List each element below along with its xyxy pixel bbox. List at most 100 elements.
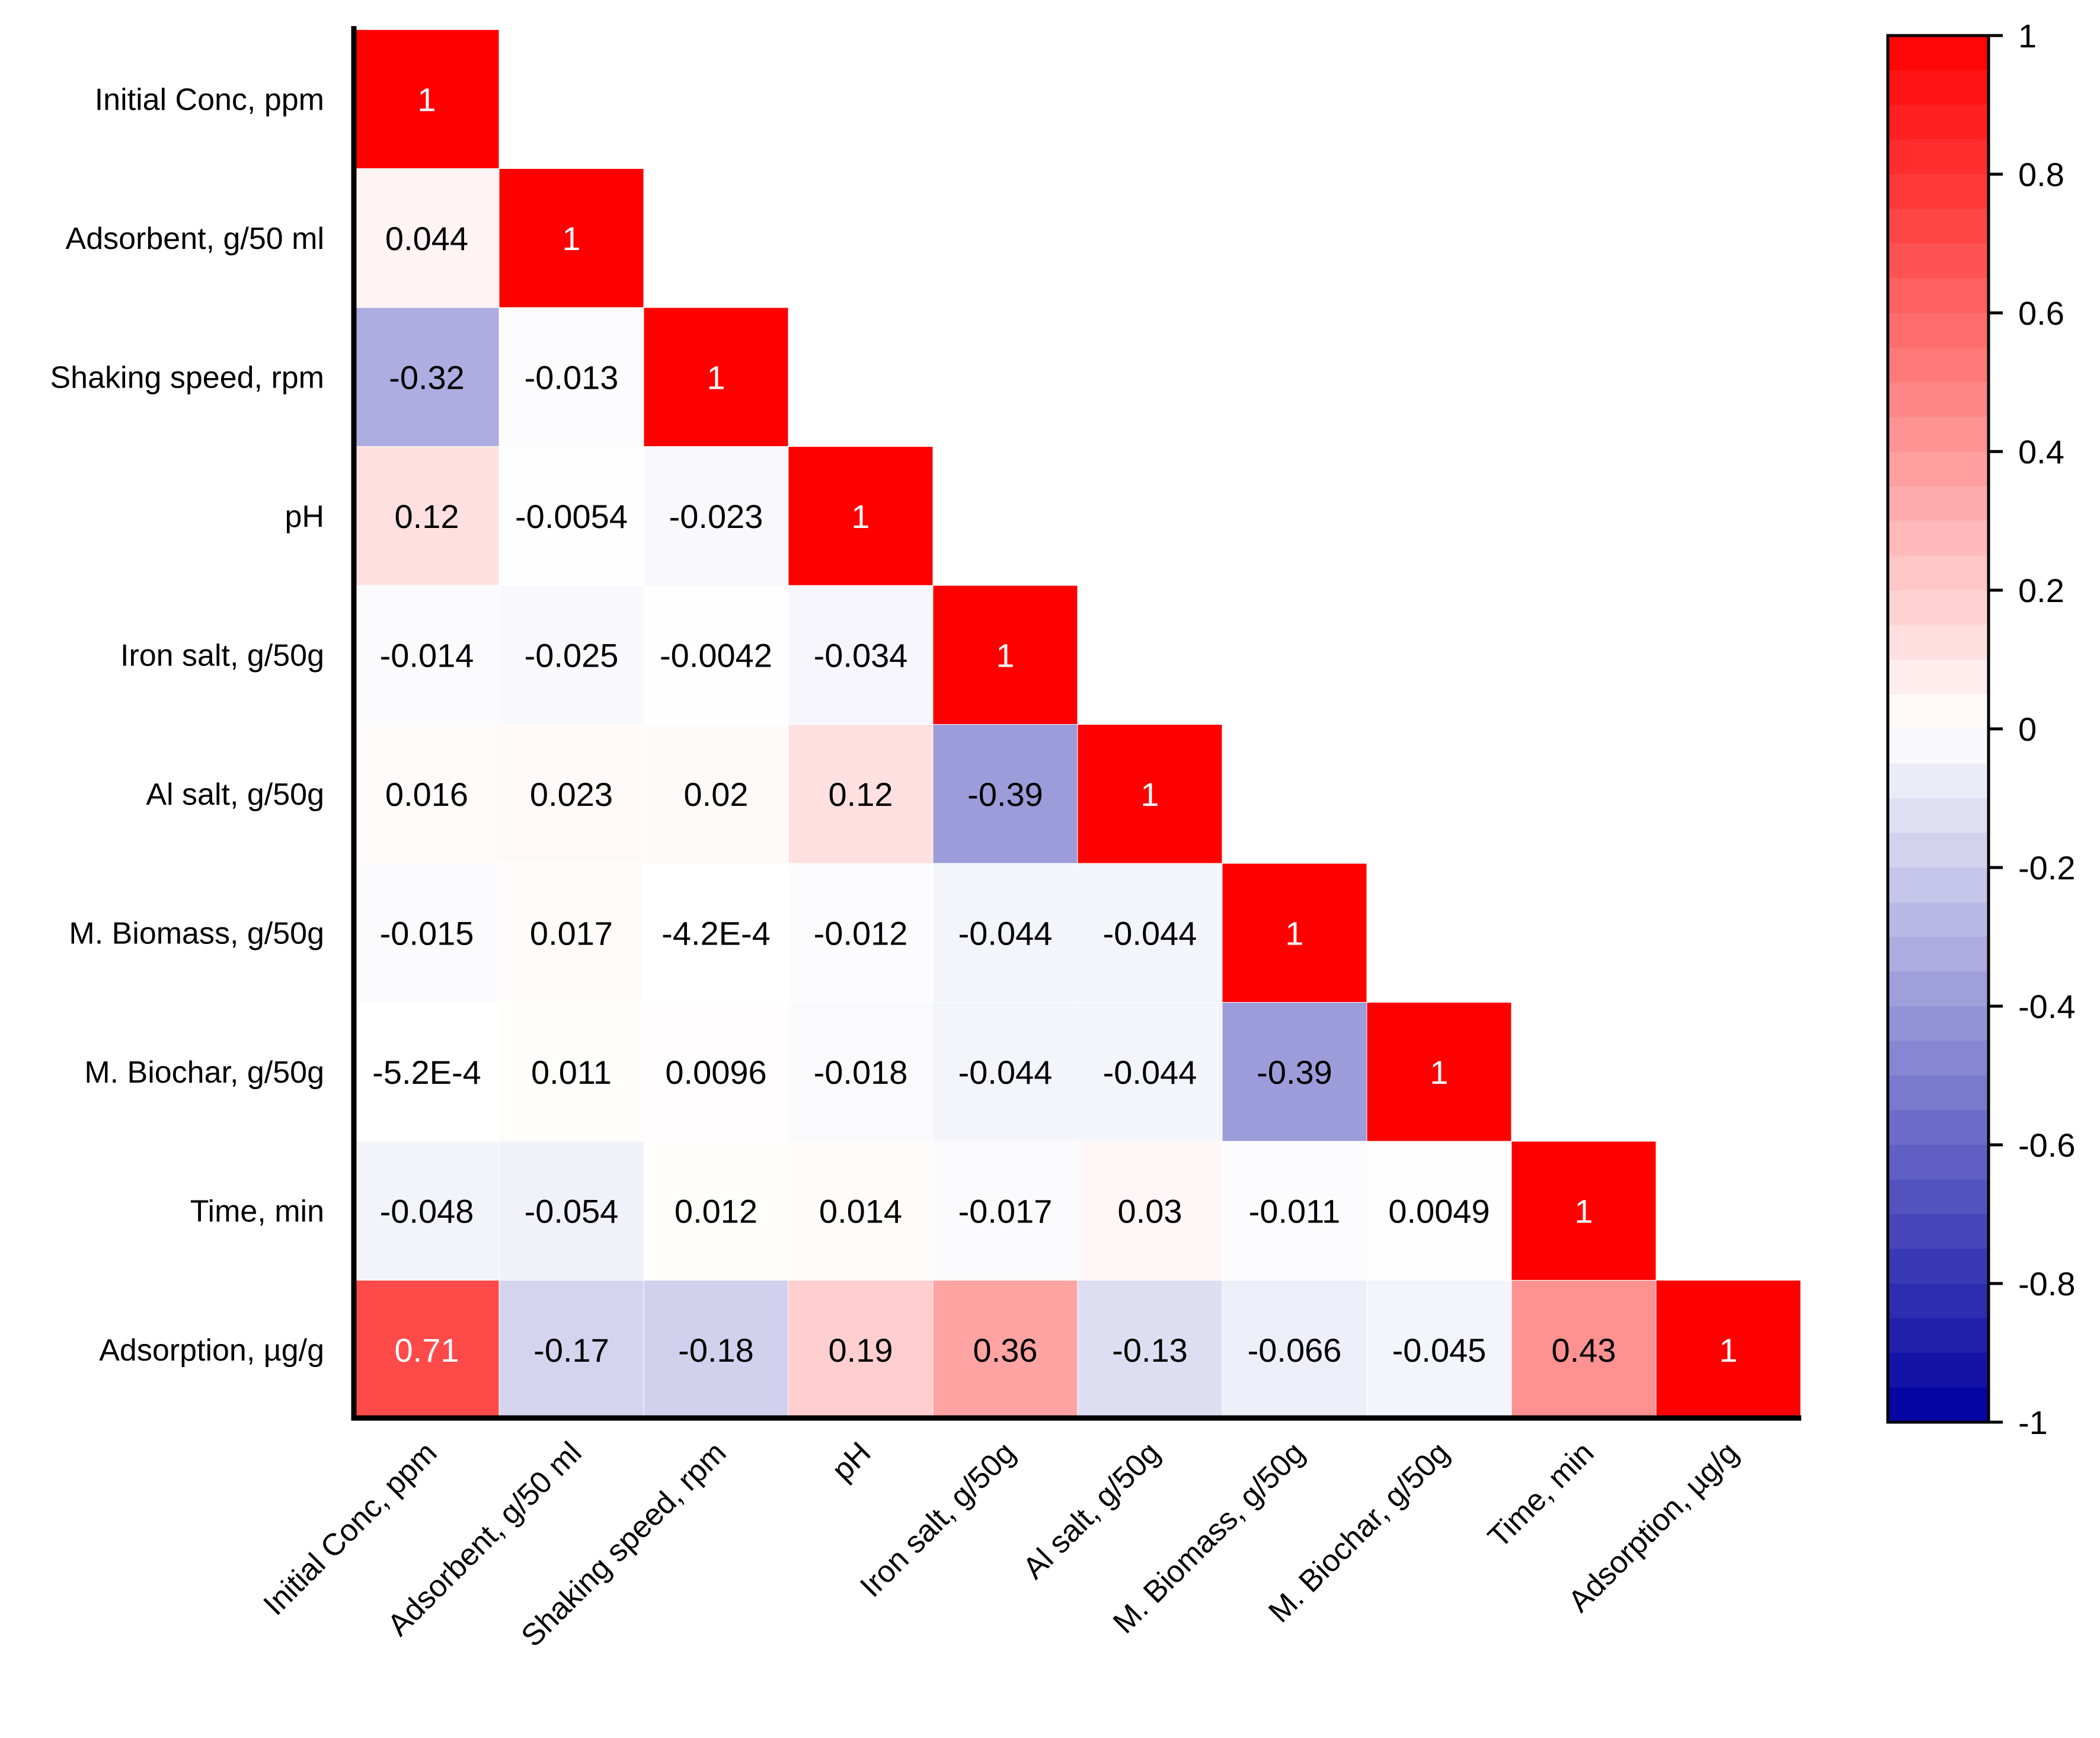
colorbar-ticks: 1 0.8 0.6 0.4 0.2 0 -0.2 -0.4 -0.6 -0.8 -1	[1989, 17, 2076, 1441]
colorbar-gradient	[1888, 36, 1989, 1423]
cell-value-label: 1	[1285, 914, 1303, 952]
heatmap-cell	[1655, 1280, 1801, 1420]
colorbar-band	[1888, 833, 1989, 868]
cell-value-label: -0.066	[1248, 1331, 1342, 1369]
colorbar-band	[1888, 902, 1989, 937]
colorbar-band	[1888, 382, 1989, 418]
cell-value-label: -0.044	[958, 914, 1053, 952]
colorbar-tick-label: -0.6	[2018, 1126, 2076, 1164]
heatmap-cell	[788, 585, 934, 725]
cell-value-label: -0.044	[1103, 914, 1197, 952]
y-axis-label: pH	[285, 500, 324, 534]
heatmap-cell	[788, 446, 934, 586]
x-axis-label: pH	[825, 1435, 877, 1487]
cell-value-label: 1	[707, 359, 725, 396]
cell-value-label: -0.044	[1103, 1054, 1197, 1091]
heatmap-cell	[354, 863, 500, 1003]
y-axis-label: Time, min	[190, 1194, 324, 1228]
cell-value-label: -0.023	[669, 498, 763, 535]
cell-value-label: 1	[1719, 1331, 1737, 1369]
heatmap-cell	[498, 307, 644, 447]
colorbar-band	[1888, 417, 1989, 452]
colorbar-tick-label: 0	[2018, 710, 2037, 748]
heatmap-cell	[788, 724, 934, 864]
cell-value-label: -0.025	[525, 636, 619, 674]
cell-value-label: 0.012	[675, 1192, 757, 1230]
colorbar-band	[1888, 625, 1989, 660]
heatmap-cell	[498, 1141, 644, 1281]
colorbar-band	[1888, 971, 1989, 1007]
heatmap-axes	[351, 26, 1801, 1421]
heatmap-cell	[788, 1280, 934, 1420]
cell-value-label: -0.017	[958, 1192, 1053, 1230]
heatmap-cell	[354, 1141, 500, 1281]
cell-value-label: 1	[1140, 776, 1159, 813]
heatmap-cell	[1511, 1280, 1657, 1420]
cell-value-label: -0.054	[525, 1192, 619, 1230]
heatmap-cell	[643, 724, 789, 864]
cell-value-label: 0.19	[829, 1331, 893, 1369]
colorbar-band	[1888, 1006, 1989, 1042]
heatmap-cell	[1077, 724, 1223, 864]
heatmap-cell	[932, 585, 1078, 725]
cell-value-label: 0.43	[1552, 1331, 1616, 1369]
colorbar-band	[1888, 660, 1989, 695]
cell-value-label: -0.048	[380, 1192, 474, 1230]
cell-value-label: -4.2E-4	[661, 914, 771, 952]
heatmap-cell	[643, 1280, 789, 1420]
colorbar-band	[1888, 209, 1989, 244]
colorbar-band	[1888, 486, 1989, 521]
colorbar-band	[1888, 521, 1989, 556]
heatmap-cell	[1077, 1002, 1223, 1142]
colorbar-band	[1888, 763, 1989, 799]
cell-value-label: -0.18	[678, 1331, 754, 1369]
cell-value-label: -0.044	[958, 1054, 1053, 1091]
heatmap-cell	[1077, 1280, 1223, 1420]
heatmap-cell	[354, 1280, 500, 1420]
heatmap-cell	[788, 1141, 934, 1281]
colorbar-band	[1888, 36, 1989, 71]
heatmap-cell	[932, 863, 1078, 1003]
colorbar-band	[1888, 139, 1989, 175]
colorbar-band	[1888, 70, 1989, 105]
heatmap-cell	[354, 1002, 500, 1142]
cell-value-label: 1	[562, 220, 580, 257]
heatmap-cell	[788, 863, 934, 1003]
cell-value-label: 0.12	[829, 776, 893, 813]
colorbar-band	[1888, 937, 1989, 972]
cell-value-label: -0.17	[533, 1331, 609, 1369]
colorbar-band	[1888, 729, 1989, 764]
y-axis-label: Shaking speed, rpm	[50, 360, 325, 395]
heatmap-cell	[498, 724, 644, 864]
cell-value-label: -0.0054	[515, 498, 628, 535]
cell-value-label: -0.034	[814, 636, 908, 674]
cell-value-label: -0.014	[380, 636, 474, 674]
colorbar-band	[1888, 868, 1989, 903]
cell-value-label: 0.017	[530, 914, 613, 952]
cell-value-label: 0.71	[395, 1331, 459, 1369]
colorbar-band	[1888, 1249, 1989, 1284]
colorbar-band	[1888, 1214, 1989, 1250]
colorbar-band	[1888, 244, 1989, 279]
cell-value-label: 1	[417, 81, 436, 118]
colorbar-band	[1888, 174, 1989, 210]
colorbar-band	[1888, 1041, 1989, 1076]
cell-value-label: 0.014	[819, 1192, 902, 1230]
heatmap-cell	[643, 585, 789, 725]
cell-value-label: -0.011	[1249, 1192, 1341, 1230]
heatmap-cell	[354, 307, 500, 447]
cell-value-label: 1	[851, 498, 870, 535]
heatmap-cell	[932, 724, 1078, 864]
heatmap-cell	[354, 168, 500, 308]
y-axis-label: Initial Conc, ppm	[95, 82, 324, 117]
cell-value-label: 0.0049	[1388, 1192, 1490, 1230]
heatmap-cell	[643, 307, 789, 447]
cell-value-label: -0.012	[814, 914, 908, 952]
colorbar-band	[1888, 1284, 1989, 1319]
cell-value-label: 0.12	[395, 498, 459, 535]
heatmap-cell	[498, 585, 644, 725]
y-axis-label: M. Biochar, g/50g	[84, 1055, 324, 1090]
colorbar-band	[1888, 1145, 1989, 1180]
heatmap-cell	[498, 446, 644, 586]
